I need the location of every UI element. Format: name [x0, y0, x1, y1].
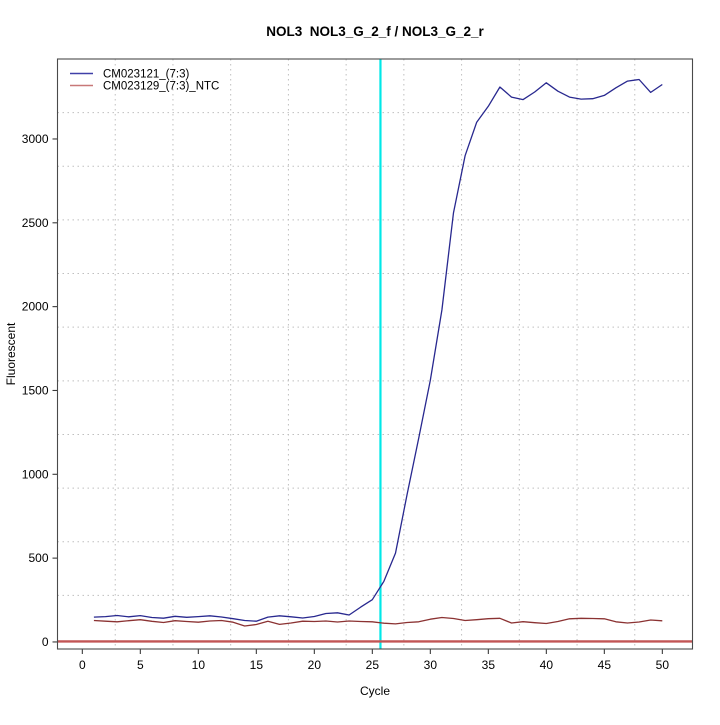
y-axis-label: Fluorescent: [4, 322, 18, 385]
y-tick-label: 3000: [22, 132, 49, 146]
y-tick-label: 1000: [22, 467, 49, 481]
x-tick-label: 15: [250, 658, 264, 672]
amplification-curve-sample: [93, 78, 663, 622]
x-tick-label: 25: [366, 658, 380, 672]
y-tick-label: 1500: [22, 383, 49, 397]
legend-label-ntc: CM023129_(7:3)_NTC: [103, 81, 219, 93]
x-tick-label: 20: [308, 658, 322, 672]
grid: [57, 59, 693, 649]
chart-title: NOL3 NOL3_G_2_f / NOL3_G_2_r: [266, 24, 484, 39]
x-tick-label: 40: [540, 658, 554, 672]
axes: 0 5 10 15 20 25 30 35 40 45 5005001000150020002500…: [22, 132, 670, 672]
y-tick-label: 0: [42, 635, 49, 649]
plot-border: [56, 58, 694, 650]
legend: CM023121_(7:3) CM023129_(7:3)_NTC: [70, 69, 219, 93]
x-axis-label: Cycle: [360, 684, 390, 698]
y-tick-label: 2500: [22, 216, 49, 230]
y-tick-label: 2000: [22, 300, 49, 314]
x-tick-label: 5: [137, 658, 144, 672]
x-tick-label: 0: [79, 658, 86, 672]
amplification-curve-ntc: [93, 616, 663, 627]
series-lines: [93, 78, 663, 627]
x-tick-label: 35: [482, 658, 496, 672]
x-tick-label: 30: [424, 658, 438, 672]
x-tick-label: 50: [656, 658, 670, 672]
y-tick-label: 500: [28, 551, 48, 565]
legend-label-sample: CM023121_(7:3): [103, 69, 189, 81]
marker-lines: [57, 59, 693, 649]
x-tick-label: 45: [598, 658, 612, 672]
x-tick-label: 10: [192, 658, 206, 672]
